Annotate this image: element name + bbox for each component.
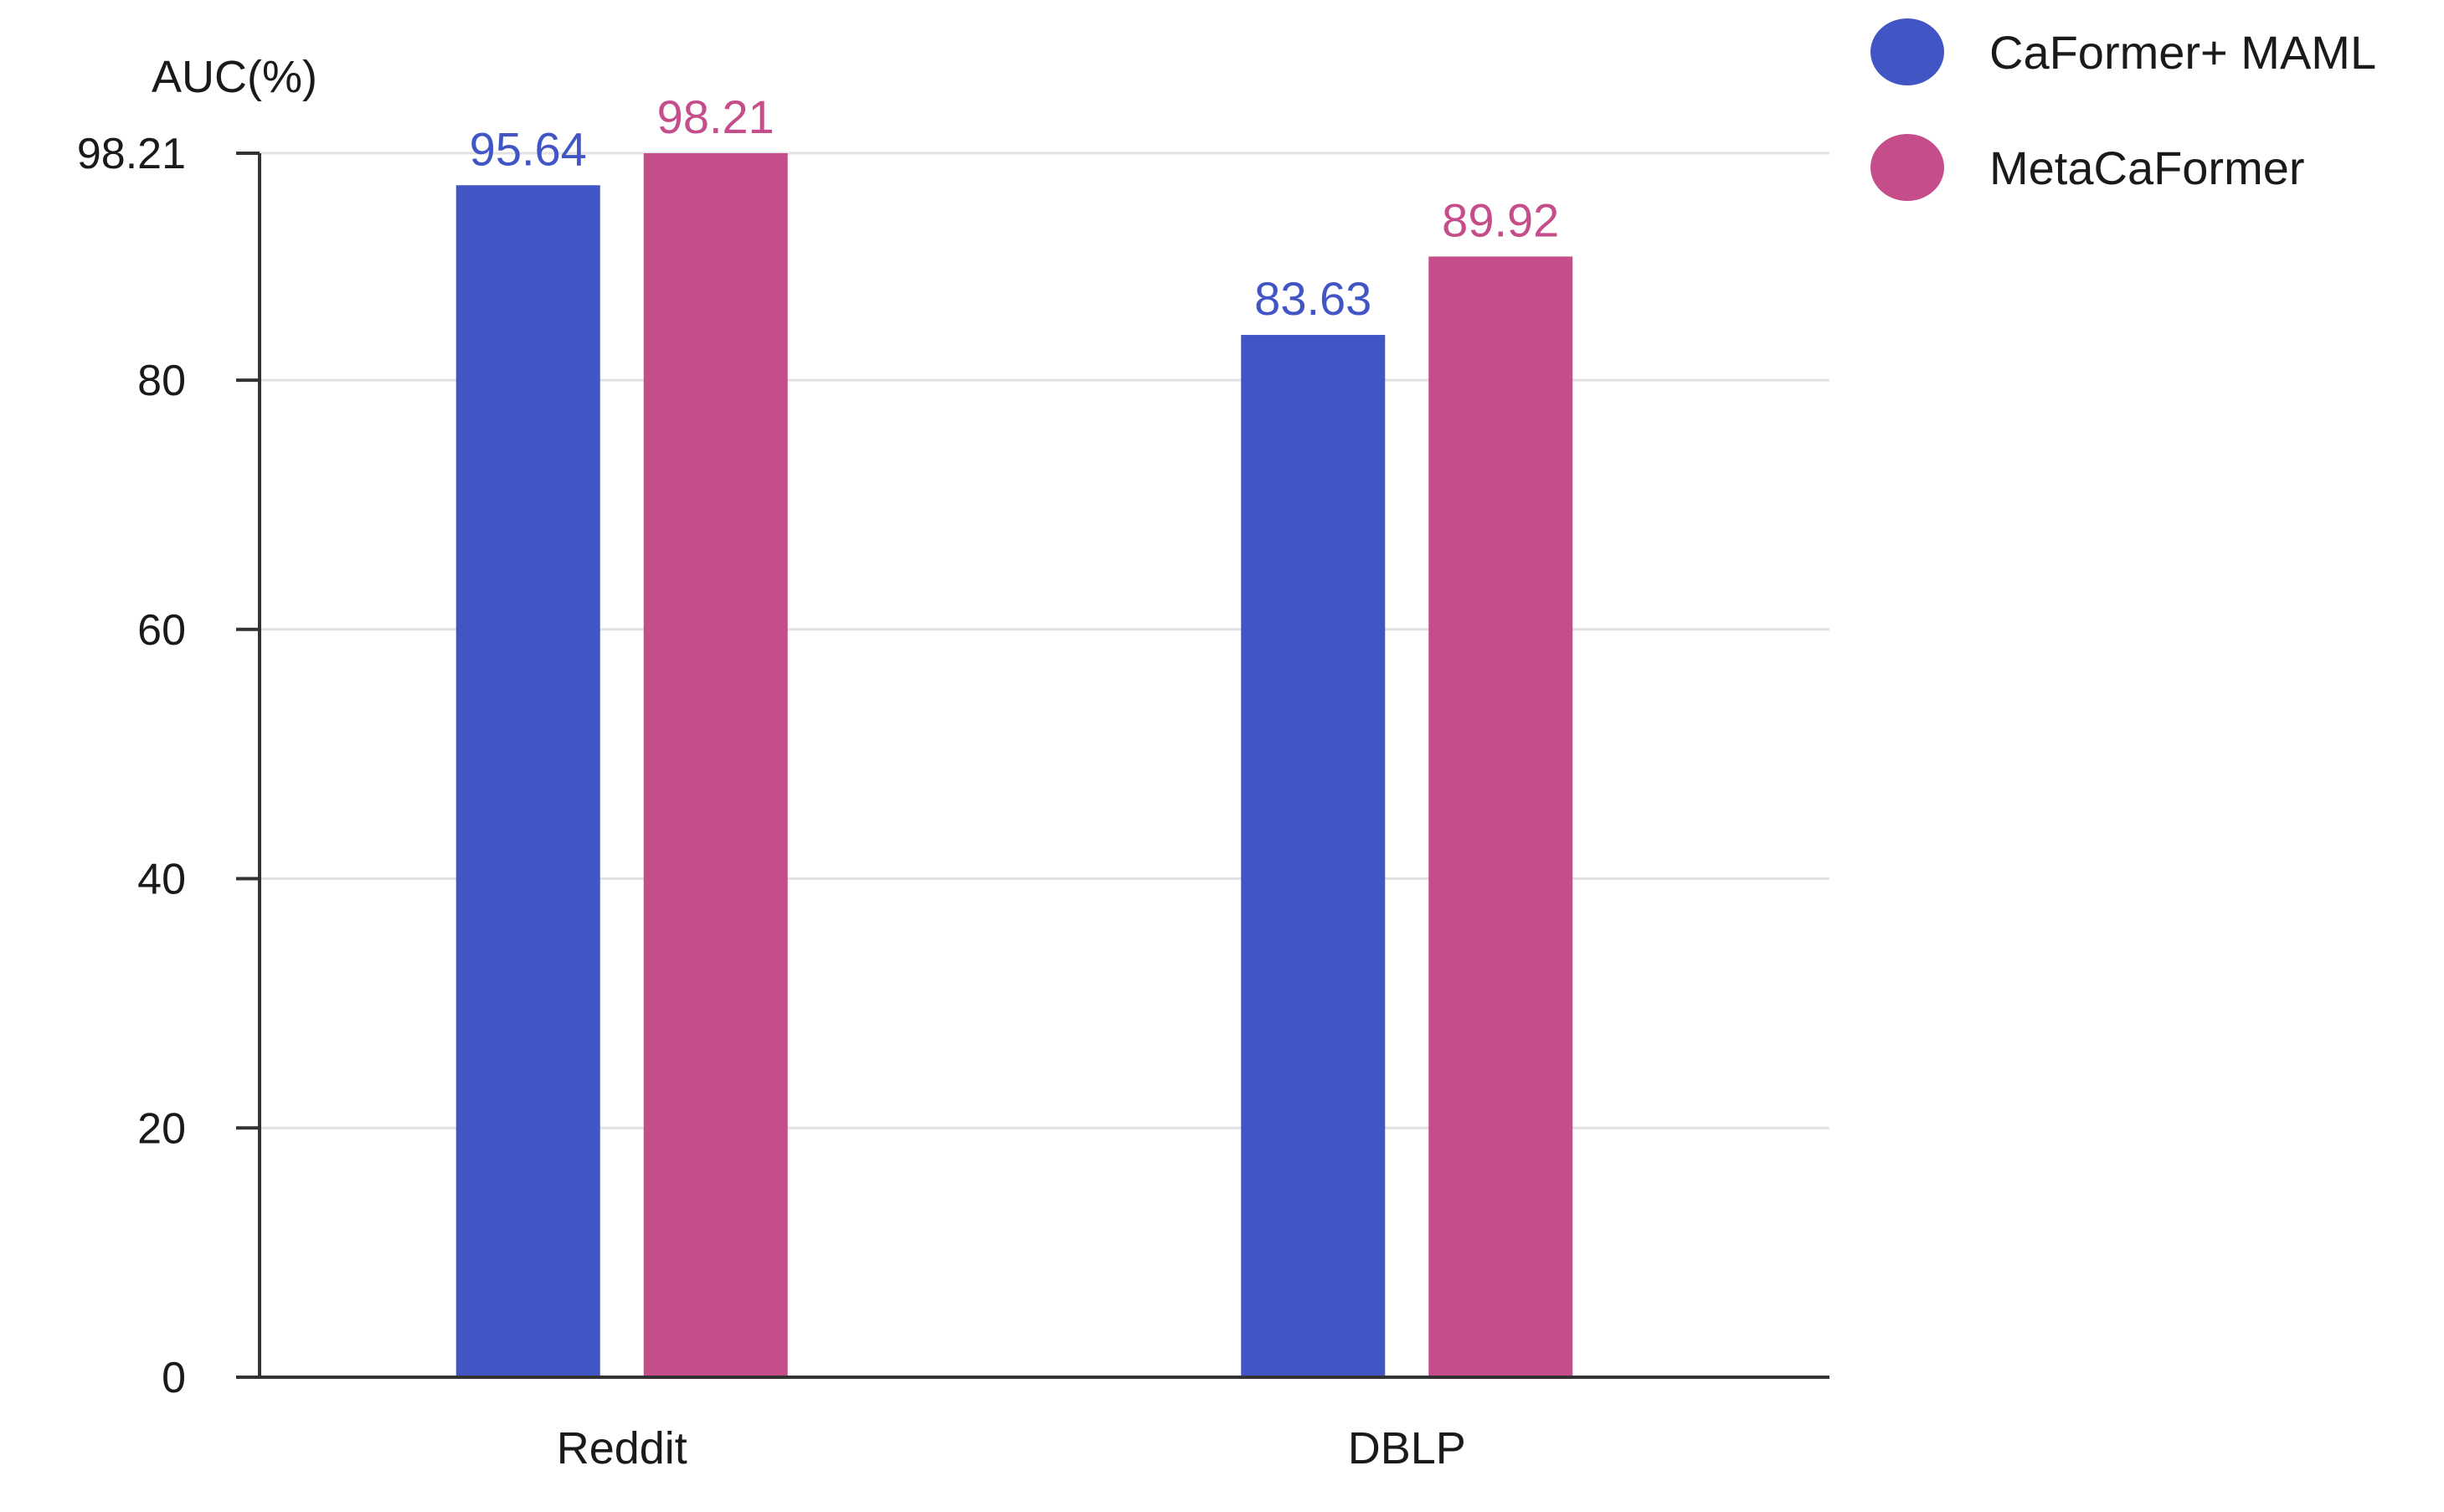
y-axis-ticks: 0 20 40 60 80 98.21 xyxy=(77,130,260,1402)
y-tick-label: 60 xyxy=(137,606,186,655)
y-tick-label: 98.21 xyxy=(77,130,186,178)
data-labels: 95.64 98.21 83.63 89.92 xyxy=(470,90,1560,325)
bar-reddit-caformer-maml xyxy=(455,185,600,1376)
y-tick-label: 80 xyxy=(137,357,186,405)
bar-dblp-caformer-maml xyxy=(1241,335,1386,1376)
legend-label: MetaCaFormer xyxy=(1989,141,2305,194)
y-tick-label: 0 xyxy=(162,1354,186,1402)
legend: CaFormer+ MAML MetaCaFormer xyxy=(1870,18,2376,201)
bar-reddit-metacaformer xyxy=(643,153,788,1376)
data-label: 83.63 xyxy=(1254,272,1371,325)
data-label: 95.64 xyxy=(470,122,587,175)
data-label: 89.92 xyxy=(1442,193,1559,246)
y-tick-label: 40 xyxy=(137,856,186,904)
legend-swatch xyxy=(1870,134,1944,201)
bars xyxy=(455,153,1573,1376)
y-axis-title: AUC(%) xyxy=(152,52,317,102)
x-tick-label: Reddit xyxy=(557,1423,687,1473)
axes xyxy=(236,153,1829,1379)
legend-swatch xyxy=(1870,18,1944,85)
legend-label: CaFormer+ MAML xyxy=(1989,26,2376,79)
bar-dblp-metacaformer xyxy=(1428,256,1573,1376)
x-tick-label: DBLP xyxy=(1348,1423,1466,1473)
x-axis-ticks: Reddit DBLP xyxy=(557,1423,1466,1473)
data-label: 98.21 xyxy=(657,90,774,143)
y-tick-label: 20 xyxy=(137,1104,186,1153)
